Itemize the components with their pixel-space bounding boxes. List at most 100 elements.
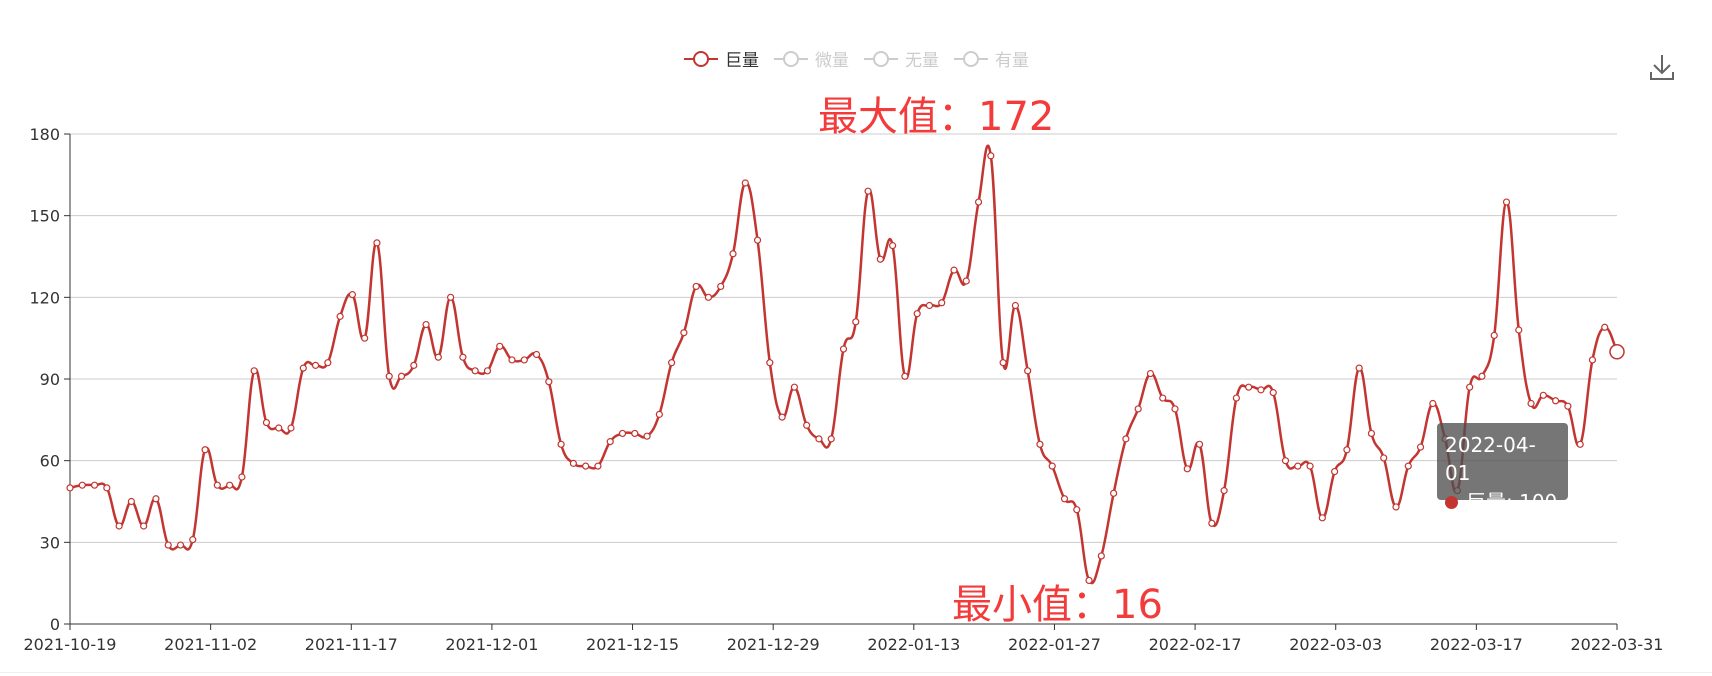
- data-point: [999, 359, 1007, 367]
- data-point: [1024, 367, 1032, 375]
- x-tick-label: 2021-11-02: [164, 635, 257, 654]
- data-point: [1404, 462, 1412, 470]
- data-point: [938, 299, 946, 307]
- x-tick-label: 2021-12-01: [445, 635, 538, 654]
- data-point: [1576, 440, 1584, 448]
- min-annotation: 最小值：16: [952, 582, 1163, 628]
- x-tick-label: 2022-02-17: [1149, 635, 1242, 654]
- data-point: [103, 484, 111, 492]
- data-point: [1171, 405, 1179, 413]
- data-point: [1318, 514, 1326, 522]
- data-point: [397, 372, 406, 380]
- data-point: [1159, 394, 1167, 402]
- legend-label: 无量: [905, 51, 939, 71]
- data-point: [876, 255, 884, 263]
- legend-item-3[interactable]: 有量: [953, 46, 1029, 71]
- data-point: [1515, 326, 1523, 334]
- data-point: [348, 291, 356, 299]
- legend-item-1[interactable]: 微量: [773, 46, 849, 71]
- data-point: [839, 345, 848, 353]
- data-point: [434, 353, 442, 361]
- data-point: [1036, 440, 1044, 448]
- data-point: [631, 429, 639, 438]
- data-point: [950, 266, 958, 274]
- download-icon: [1650, 55, 1674, 80]
- data-point: [1355, 364, 1363, 372]
- tooltip-label: 巨量: 100: [1466, 490, 1558, 514]
- x-tick-label: 2022-03-31: [1571, 635, 1664, 654]
- data-point: [189, 536, 197, 544]
- data-point: [618, 429, 627, 438]
- y-tick-label: 0: [50, 615, 60, 634]
- data-point: [1048, 462, 1056, 470]
- data-point: [852, 318, 860, 326]
- data-point: [1392, 503, 1400, 511]
- data-point: [127, 497, 135, 506]
- data-point: [889, 242, 897, 250]
- data-point: [496, 342, 504, 350]
- data-point: [140, 522, 148, 530]
- data-point: [385, 372, 393, 380]
- data-point: [78, 481, 86, 489]
- data-point: [1195, 440, 1204, 448]
- data-point: [582, 462, 590, 470]
- data-point: [1110, 489, 1118, 497]
- data-point: [471, 367, 479, 375]
- data-point: [1478, 372, 1486, 380]
- data-point: [668, 359, 676, 367]
- data-point: [594, 462, 602, 470]
- x-tick-label: 2022-03-03: [1289, 635, 1382, 654]
- x-tick-label: 2021-12-15: [586, 635, 679, 654]
- data-point: [643, 432, 651, 440]
- data-point: [152, 495, 160, 503]
- data-point: [1331, 467, 1339, 476]
- data-point: [741, 179, 749, 187]
- save-image-button[interactable]: [1648, 52, 1676, 82]
- data-point: [1146, 369, 1155, 378]
- data-point: [803, 421, 811, 429]
- bottom-divider: [0, 672, 1712, 673]
- legend-label: 巨量: [725, 51, 759, 71]
- data-point: [520, 356, 528, 364]
- legend: 巨量 微量 无量 有量: [0, 46, 1712, 71]
- x-tick-label: 2022-03-17: [1430, 635, 1523, 654]
- data-point: [1011, 301, 1019, 310]
- data-point: [311, 361, 320, 369]
- data-point: [1294, 462, 1302, 470]
- data-point: [1380, 454, 1388, 462]
- legend-label: 有量: [995, 51, 1029, 71]
- x-tick-label: 2021-12-29: [727, 635, 820, 654]
- legend-circle: [873, 50, 889, 67]
- data-point: [1245, 383, 1253, 391]
- data-point: [606, 438, 614, 446]
- data-point: [753, 236, 762, 244]
- data-point: [176, 541, 185, 549]
- data-point: [164, 541, 172, 549]
- data-point: [201, 446, 209, 454]
- legend-circle: [963, 50, 979, 67]
- legend-item-0[interactable]: 巨量: [683, 46, 759, 71]
- data-point: [692, 282, 700, 291]
- y-tick-label: 90: [40, 370, 60, 389]
- data-point: [324, 359, 332, 367]
- tooltip-date: 2022-04-01: [1445, 433, 1536, 485]
- data-point: [925, 301, 934, 310]
- x-tick-label: 2022-01-13: [867, 635, 960, 654]
- data-point: [90, 481, 99, 489]
- data-point: [1502, 198, 1511, 206]
- data-point: [1134, 405, 1142, 413]
- series-line: [69, 144, 1619, 585]
- data-point: [1232, 394, 1240, 402]
- data-point: [1552, 397, 1560, 405]
- tooltip: 2022-04-01 巨量: 100: [1437, 423, 1568, 514]
- data-point: [66, 484, 74, 492]
- data-point: [1527, 399, 1535, 408]
- data-point: [1220, 487, 1228, 495]
- data-point: [1539, 391, 1547, 399]
- legend-item-2[interactable]: 无量: [863, 46, 939, 71]
- data-point: [250, 367, 258, 375]
- y-tick-label: 30: [40, 533, 60, 552]
- data-point: [336, 312, 344, 320]
- data-point: [717, 282, 725, 291]
